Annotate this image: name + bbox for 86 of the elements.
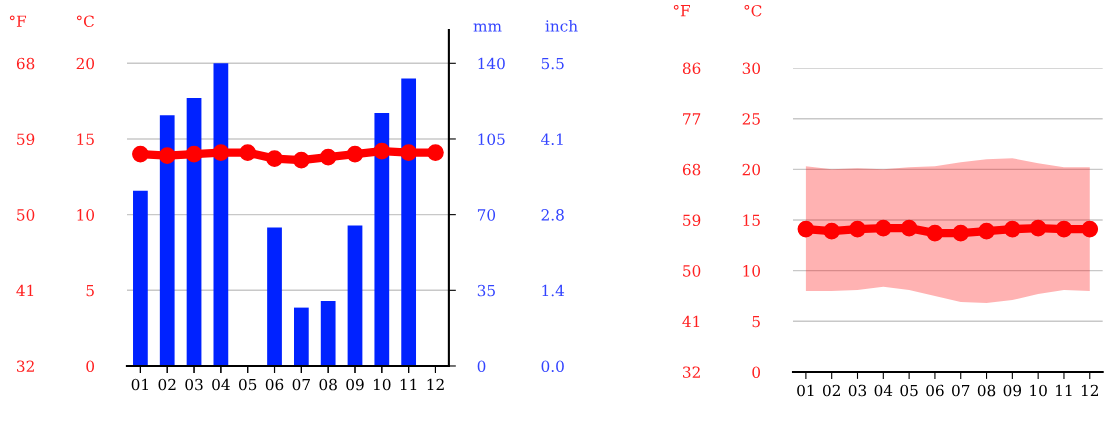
x-tick-label: 08 — [977, 384, 996, 397]
x-tick-label: 02 — [158, 378, 176, 391]
y2-tick-label: 0 — [477, 360, 486, 372]
bar — [347, 225, 363, 366]
bar — [401, 78, 417, 366]
y2-axis-title: mm — [473, 23, 502, 32]
x-tick-label: 09 — [346, 378, 364, 391]
x-tick-label: 02 — [822, 384, 840, 397]
y-tick-label: 15 — [743, 214, 760, 227]
bar — [320, 301, 336, 366]
y-tick-label: 20 — [76, 57, 95, 70]
y3-tick-label: 68 — [682, 163, 701, 176]
x-tick-label: 01 — [131, 378, 148, 391]
y-tick-label: 10 — [743, 265, 761, 277]
point — [373, 142, 391, 160]
y3-axis-title: inch — [545, 19, 578, 32]
point — [319, 148, 337, 166]
y3-tick-label: 68 — [16, 57, 35, 70]
bar — [267, 227, 282, 366]
x-tick-label: 06 — [265, 378, 284, 391]
y2-tick-label: 140 — [478, 57, 505, 70]
y3-tick-label: 4.1 — [541, 133, 563, 145]
point — [293, 151, 310, 169]
y3-tick-label: 41 — [16, 284, 34, 297]
point — [346, 145, 364, 163]
point — [158, 147, 176, 164]
y-axis-title: °C — [744, 4, 762, 17]
y3-tick-label: 0.0 — [541, 360, 564, 372]
x-tick-label: 01 — [797, 384, 814, 397]
y3-tick-label: 86 — [682, 62, 701, 75]
y-tick-label: 5 — [752, 315, 760, 328]
x-tick-label: 03 — [848, 384, 867, 397]
y2-tick-label: 105 — [478, 133, 505, 145]
point — [132, 145, 149, 163]
bar — [133, 190, 148, 366]
bar — [159, 115, 175, 366]
y-tick-label: 15 — [77, 133, 94, 145]
x-tick-label: 12 — [427, 378, 444, 391]
y3-tick-label: 50 — [683, 265, 701, 277]
y-axis-title: °C — [76, 15, 94, 28]
x-tick-label: 04 — [874, 384, 893, 397]
y-tick-label: 0 — [86, 360, 95, 372]
y3-tick-label: 59 — [17, 133, 35, 145]
x-tick-label: 07 — [292, 378, 310, 391]
y3-tick-label: 41 — [682, 315, 700, 328]
bar — [374, 113, 390, 366]
y3-axis-title: °F — [673, 4, 690, 17]
x-tick-label: 07 — [952, 384, 970, 397]
x-tick-label: 06 — [926, 384, 944, 397]
y3-tick-label: 1.4 — [542, 284, 565, 297]
point — [239, 144, 257, 161]
x-tick-label: 10 — [1030, 384, 1047, 397]
x-tick-label: 05 — [238, 378, 257, 391]
y-tick-label: 30 — [742, 62, 761, 75]
y3-tick-label: 2.8 — [541, 209, 564, 221]
y-tick-label: 20 — [742, 163, 761, 176]
point — [185, 145, 203, 163]
x-tick-label: 11 — [1056, 384, 1072, 397]
x-tick-label: 09 — [1003, 384, 1022, 397]
y2-tick-label: 70 — [477, 209, 496, 221]
x-tick-label: 03 — [185, 378, 203, 391]
bar — [213, 63, 229, 366]
y3-axis-title: °F — [9, 15, 27, 27]
y3-tick-label: 77 — [683, 113, 701, 125]
x-tick-label: 10 — [373, 378, 391, 391]
y-tick-label: 25 — [742, 113, 760, 125]
y2-tick-label: 35 — [477, 284, 495, 297]
y3-tick-label: 32 — [683, 366, 700, 378]
y3-tick-label: 5.5 — [541, 57, 564, 70]
bar — [186, 97, 202, 366]
x-tick-label: 05 — [900, 384, 918, 397]
point — [212, 144, 230, 161]
y3-tick-label: 59 — [683, 214, 701, 227]
x-tick-label: 11 — [400, 378, 417, 391]
point — [400, 144, 417, 161]
x-tick-label: 12 — [1081, 384, 1098, 397]
x-tick-label: 08 — [319, 378, 337, 391]
bar — [293, 307, 309, 366]
point — [427, 144, 444, 161]
y3-tick-label: 32 — [17, 360, 34, 372]
y3-tick-label: 50 — [17, 209, 35, 221]
point — [266, 150, 283, 167]
y-tick-label: 5 — [86, 284, 94, 297]
y-tick-label: 10 — [77, 209, 95, 221]
x-tick-label: 04 — [212, 378, 230, 391]
y-tick-label: 0 — [752, 366, 761, 378]
